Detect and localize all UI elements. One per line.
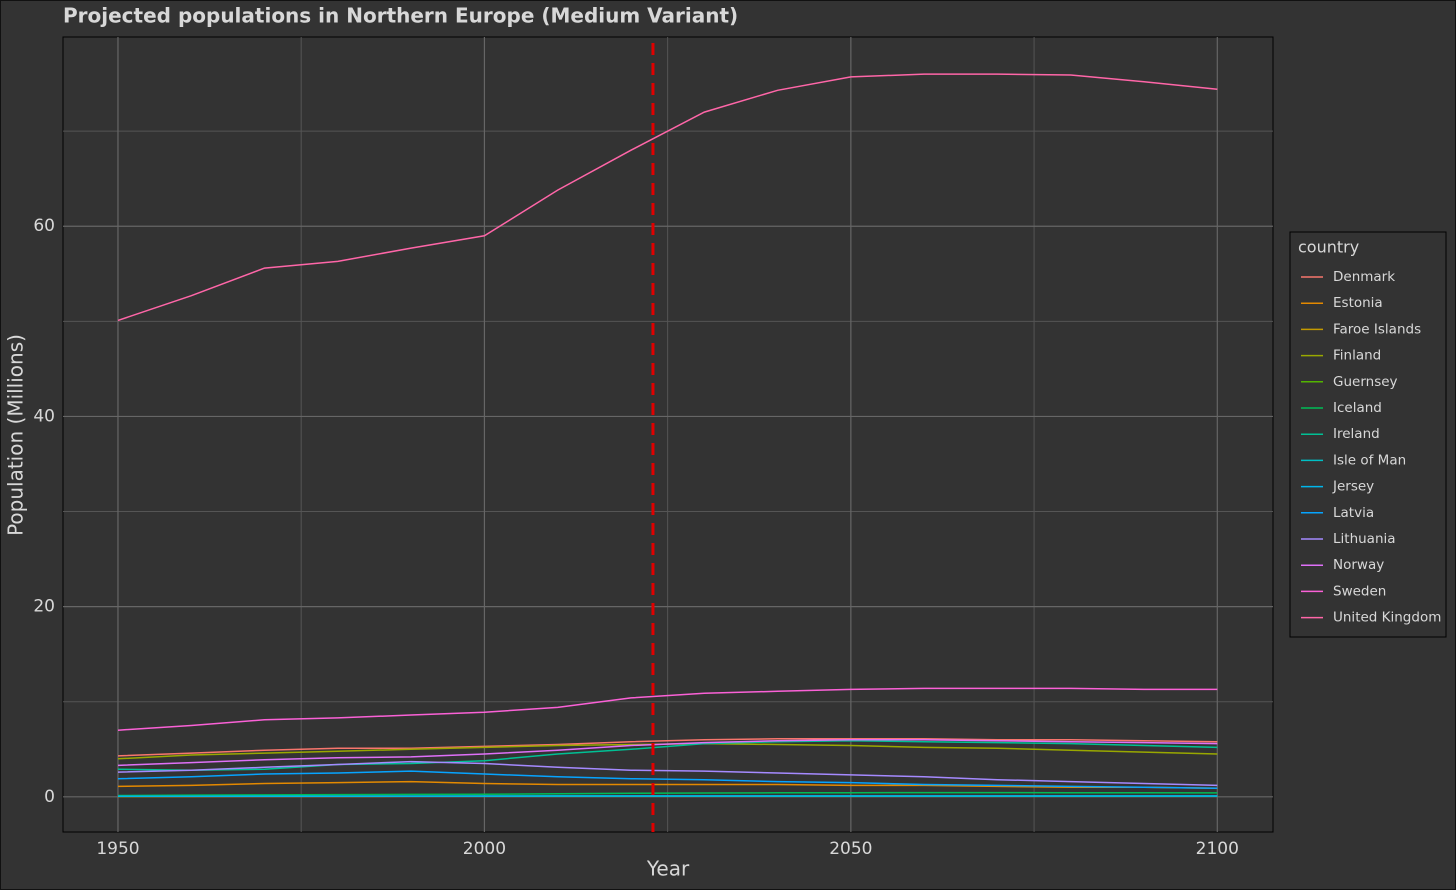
legend-label: Latvia [1333, 505, 1374, 521]
legend-label: Faroe Islands [1333, 321, 1421, 337]
legend-label: Finland [1333, 348, 1381, 364]
series-line [117, 739, 1218, 767]
y-tick-label: 40 [33, 406, 55, 426]
legend-label: Sweden [1333, 583, 1386, 599]
legend-label: Estonia [1333, 295, 1383, 311]
legend-label: Isle of Man [1333, 452, 1406, 468]
chart-title: Projected populations in Northern Europe… [63, 4, 738, 28]
y-tick-label: 20 [33, 597, 55, 617]
y-tick-label: 60 [33, 216, 55, 236]
x-tick-label: 2100 [1196, 839, 1239, 859]
series-line [117, 739, 1218, 771]
x-axis-label: Year [646, 857, 690, 881]
x-tick-label: 2000 [463, 839, 506, 859]
legend-label: Lithuania [1333, 531, 1396, 547]
y-tick-label: 0 [44, 787, 55, 807]
legend-label: Jersey [1332, 479, 1374, 495]
series-line [117, 760, 1218, 787]
legend-label: United Kingdom [1333, 610, 1441, 626]
legend-label: Denmark [1333, 269, 1395, 285]
legend-label: Guernsey [1333, 374, 1398, 390]
series-line [117, 770, 1218, 790]
legend-label: Norway [1333, 557, 1384, 573]
legend-label: Ireland [1333, 426, 1380, 442]
series-line [117, 791, 1218, 797]
series-line [117, 780, 1218, 790]
legend-label: Iceland [1333, 400, 1382, 416]
series-line [117, 738, 1218, 757]
series-line [117, 73, 1218, 322]
legend-title: country [1298, 238, 1359, 257]
x-tick-label: 2050 [829, 839, 872, 859]
y-axis-label: Population (Millions) [4, 334, 28, 536]
x-tick-label: 1950 [96, 839, 139, 859]
series-line [117, 687, 1218, 731]
